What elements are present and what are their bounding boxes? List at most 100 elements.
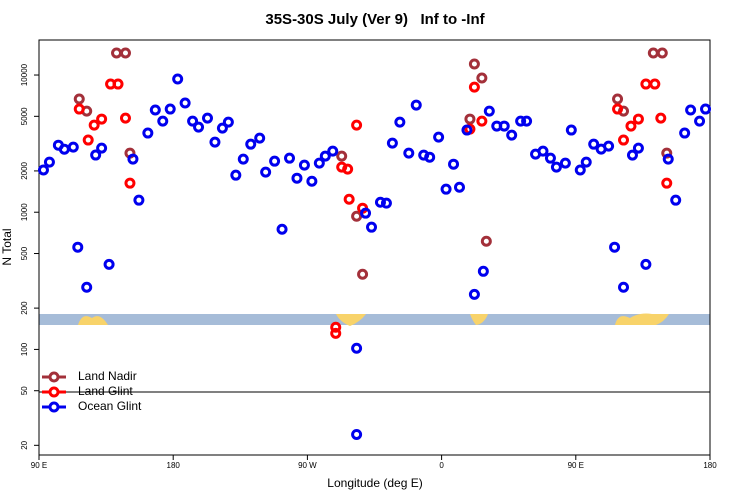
point: [327, 145, 339, 157]
point: [661, 147, 673, 159]
land-shape: [78, 316, 108, 325]
legend-marker: [48, 371, 60, 383]
legend-label: Land Nadir: [78, 369, 137, 383]
point: [476, 72, 488, 84]
point: [464, 113, 476, 125]
point: [649, 78, 661, 90]
point: [461, 124, 473, 136]
point: [574, 164, 586, 176]
point: [230, 169, 242, 181]
y-tick-label: 1000: [20, 203, 29, 221]
point: [550, 161, 562, 173]
point: [618, 281, 630, 293]
point: [506, 129, 518, 141]
plot-frame: [38, 39, 711, 456]
point: [330, 327, 342, 339]
point: [313, 157, 325, 169]
point: [187, 115, 199, 127]
point: [133, 194, 145, 206]
point: [588, 138, 600, 150]
point: [306, 175, 318, 187]
y-axis-label: N Total: [0, 228, 14, 265]
point: [67, 141, 79, 153]
point: [73, 93, 85, 105]
point: [559, 157, 571, 169]
land-band: [39, 313, 710, 326]
point: [625, 120, 637, 132]
land-shape: [336, 314, 366, 326]
point: [670, 194, 682, 206]
point: [336, 150, 348, 162]
point: [343, 193, 355, 205]
point: [127, 153, 139, 165]
x-tick-label: 90 W: [298, 461, 317, 470]
land-shape: [615, 313, 669, 325]
point: [254, 132, 266, 144]
point: [483, 105, 495, 117]
point: [81, 281, 93, 293]
point: [632, 142, 644, 154]
point: [374, 196, 386, 208]
point: [319, 150, 331, 162]
x-tick-label: 0: [439, 461, 444, 470]
point: [612, 103, 624, 115]
point: [142, 127, 154, 139]
point: [609, 241, 621, 253]
point: [157, 115, 169, 127]
point: [96, 113, 108, 125]
point: [515, 115, 527, 127]
point: [626, 149, 638, 161]
point: [330, 321, 342, 333]
point: [298, 159, 310, 171]
point: [82, 134, 94, 146]
series: [73, 78, 673, 339]
point: [149, 104, 161, 116]
point: [386, 137, 398, 149]
point: [260, 166, 272, 178]
point: [366, 221, 378, 233]
x-tick-label: 180: [167, 461, 181, 470]
point: [112, 78, 124, 90]
point: [357, 268, 369, 280]
band: [39, 314, 710, 325]
point: [103, 258, 115, 270]
x-tick-label: 90 E: [568, 461, 584, 470]
point: [580, 156, 592, 168]
point: [269, 155, 281, 167]
x-tick-label: 90 E: [31, 461, 47, 470]
point: [119, 112, 131, 124]
point: [410, 99, 422, 111]
point: [544, 152, 556, 164]
chart-title: 35S-30S July (Ver 9) Inf to -Inf: [265, 11, 485, 28]
point: [360, 207, 372, 219]
y-tick-label: 20: [20, 440, 29, 449]
point: [119, 47, 131, 59]
point: [656, 47, 668, 59]
point: [468, 58, 480, 70]
point: [477, 265, 489, 277]
y-tick-label: 2000: [20, 161, 29, 179]
point: [172, 73, 184, 85]
point: [90, 149, 102, 161]
point: [73, 103, 85, 115]
point: [618, 134, 630, 146]
point: [276, 223, 288, 235]
point: [342, 163, 354, 175]
point: [209, 136, 221, 148]
point: [216, 122, 228, 134]
y-tick-label: 100: [20, 342, 29, 356]
x-tick-label: 180: [703, 461, 717, 470]
point: [291, 172, 303, 184]
point: [284, 152, 296, 164]
legend-label: Ocean Glint: [78, 399, 142, 413]
x-axis-label: Longitude (deg E): [327, 476, 422, 490]
series: [37, 73, 712, 440]
point: [201, 112, 213, 124]
point: [351, 210, 363, 222]
point: [694, 115, 706, 127]
point: [245, 138, 257, 150]
point: [424, 151, 436, 163]
point: [403, 147, 415, 159]
